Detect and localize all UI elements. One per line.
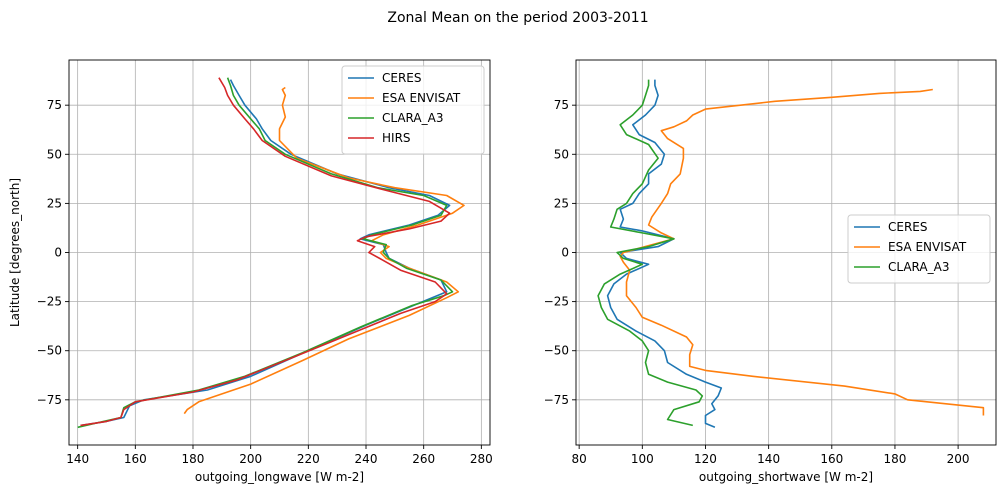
longwave-legend-label-0: CERES (382, 71, 422, 85)
shortwave-legend (847, 214, 991, 284)
shortwave-series-clara-a3 (597, 79, 704, 427)
shortwave-legend-label-2: CLARA_A3 (888, 260, 949, 274)
longwave-ytick-label-4: 25 (47, 196, 62, 210)
longwave-ytick-label-3: 0 (54, 246, 62, 260)
longwave-xtick-label-2: 180 (182, 452, 205, 466)
shortwave-ytick-label-6: 75 (554, 98, 569, 112)
shortwave-xtick-label-3: 140 (757, 452, 780, 466)
shortwave-axes: 80 100 120 140 160 180 200 −75 −50 −25 0 25 50 75 outg… (544, 59, 997, 484)
shortwave-xlabel: outgoing_shortwave [W m-2] (699, 470, 873, 484)
longwave-legend-label-1: ESA ENVISAT (382, 91, 461, 105)
shortwave-xtick-label-4: 160 (820, 452, 843, 466)
longwave-xtick-label-1: 160 (124, 452, 147, 466)
shortwave-xtick-label-6: 200 (947, 452, 970, 466)
longwave-ytick-label-0: −75 (37, 393, 62, 407)
shortwave-ytick-label-4: 25 (554, 196, 569, 210)
longwave-ytick-label-1: −50 (37, 344, 62, 358)
longwave-ytick-label-5: 50 (47, 147, 62, 161)
shortwave-xtick-label-2: 120 (694, 452, 717, 466)
longwave-xtick-label-7: 280 (470, 452, 493, 466)
shortwave-legend-label-1: ESA ENVISAT (888, 240, 967, 254)
figure-title: Zonal Mean on the period 2003-2011 (387, 10, 648, 26)
longwave-xtick-label-6: 260 (412, 452, 435, 466)
longwave-series-esa-envisat (183, 86, 465, 415)
shortwave-ytick-label-0: −75 (544, 393, 569, 407)
shortwave-ytick-label-5: 50 (554, 147, 569, 161)
longwave-ytick-label-6: 75 (47, 98, 62, 112)
longwave-legend-label-3: HIRS (382, 131, 411, 145)
shortwave-ytick-label-3: 0 (561, 246, 569, 260)
longwave-ytick-label-2: −25 (37, 295, 62, 309)
shortwave-xtick-label-1: 100 (631, 452, 654, 466)
longwave-legend (341, 65, 485, 155)
longwave-series-hirs (80, 77, 451, 427)
longwave-legend-label-2: CLARA_A3 (382, 111, 443, 125)
shortwave-xtick-label-5: 180 (883, 452, 906, 466)
shortwave-legend-label-0: CERES (888, 220, 928, 234)
shortwave-ytick-label-1: −50 (544, 344, 569, 358)
longwave-xtick-label-3: 200 (239, 452, 262, 466)
longwave-xtick-label-0: 140 (66, 452, 89, 466)
longwave-xtick-label-4: 220 (297, 452, 320, 466)
shortwave-ytick-label-2: −25 (544, 295, 569, 309)
shortwave-xtick-label-0: 80 (572, 452, 587, 466)
longwave-xlabel: outgoing_longwave [W m-2] (195, 470, 364, 484)
longwave-ylabel: Latitude [degrees_north] (8, 178, 22, 327)
longwave-xtick-label-5: 240 (355, 452, 378, 466)
longwave-axes: 140 160 180 200 220 240 260 280 −75 −50 −25 0 25 50 75… (8, 59, 493, 484)
